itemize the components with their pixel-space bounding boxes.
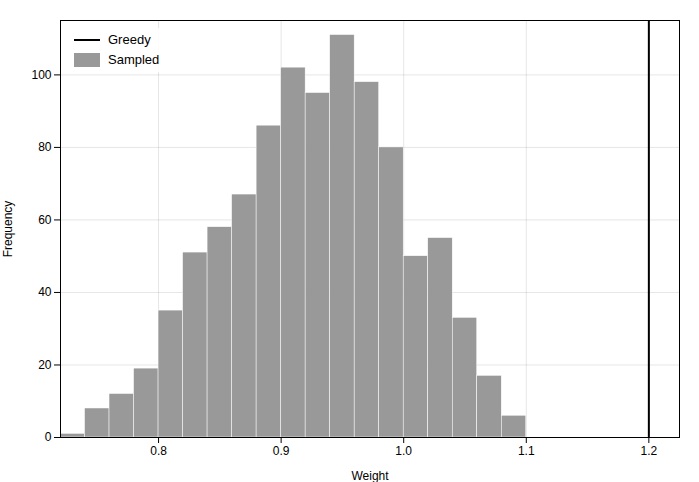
svg-text:40: 40 (38, 285, 52, 299)
svg-text:20: 20 (38, 358, 52, 372)
html-text:Sampled: Sampled (108, 52, 160, 67)
html-text:Greedy: Greedy (108, 32, 151, 47)
svg-text:0.9: 0.9 (273, 444, 290, 458)
svg-text:Frequency: Frequency (1, 201, 15, 258)
svg-text:1.0: 1.0 (395, 444, 412, 458)
svg-text:0: 0 (45, 430, 52, 444)
svg-text:0.8: 0.8 (150, 444, 167, 458)
svg-text:100: 100 (31, 68, 51, 82)
svg-text:1.1: 1.1 (518, 444, 535, 458)
svg-text:80: 80 (38, 140, 52, 154)
svg-text:60: 60 (38, 213, 52, 227)
svg-text:Weight: Weight (351, 469, 389, 482)
svg-text:1.2: 1.2 (641, 444, 658, 458)
